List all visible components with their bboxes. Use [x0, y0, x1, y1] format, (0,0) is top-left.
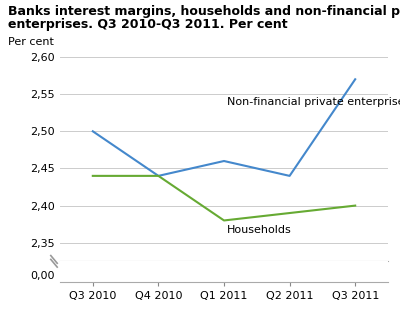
- Text: Households: Households: [227, 225, 292, 235]
- Text: Non-financial private enterprises: Non-financial private enterprises: [227, 97, 400, 107]
- Text: Per cent: Per cent: [8, 37, 54, 47]
- Text: enterprises. Q3 2010-Q3 2011. Per cent: enterprises. Q3 2010-Q3 2011. Per cent: [8, 18, 288, 31]
- Text: Banks interest margins, households and non-financial private: Banks interest margins, households and n…: [8, 5, 400, 18]
